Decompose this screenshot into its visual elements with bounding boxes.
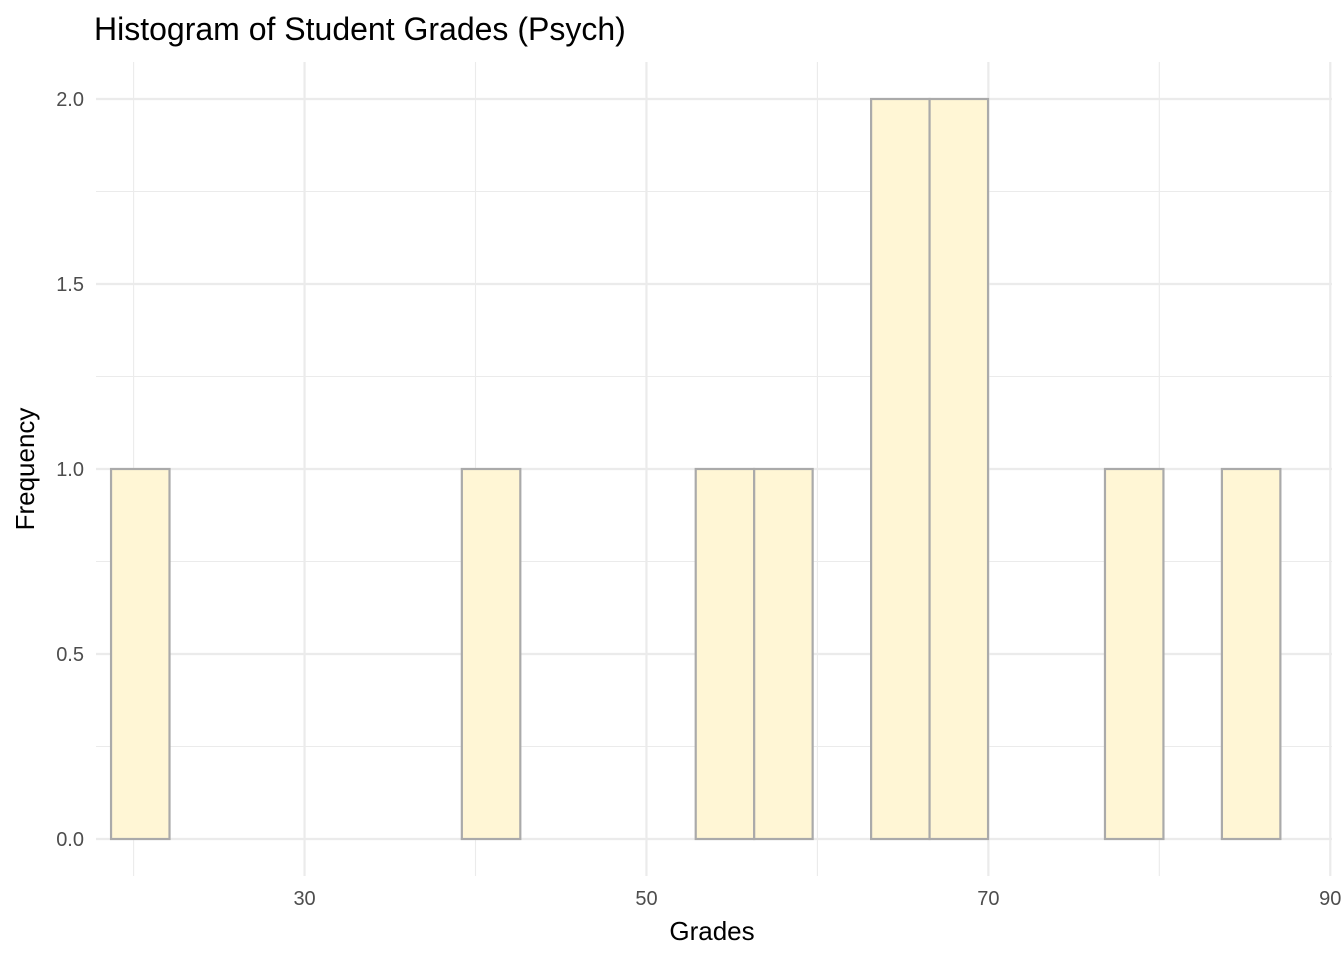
x-tick-label: 70 bbox=[977, 888, 999, 910]
histogram-bar bbox=[870, 97, 931, 841]
histogram-bar bbox=[694, 467, 756, 841]
x-tick-label: 30 bbox=[293, 888, 315, 910]
x-axis-ticks: 30 50 70 90 bbox=[293, 888, 1341, 910]
y-tick-label: 0.5 bbox=[56, 644, 84, 666]
x-axis-title: Grades bbox=[669, 916, 754, 946]
y-tick-label: 2.0 bbox=[56, 89, 84, 111]
histogram-bar bbox=[1220, 467, 1282, 841]
y-axis-title: Frequency bbox=[10, 408, 40, 531]
y-tick-label: 1.0 bbox=[56, 459, 84, 481]
chart-title: Histogram of Student Grades (Psych) bbox=[94, 11, 626, 47]
histogram-bars bbox=[109, 97, 1282, 841]
x-tick-label: 50 bbox=[635, 888, 657, 910]
histogram-bar bbox=[753, 467, 814, 841]
y-tick-label: 1.5 bbox=[56, 274, 84, 296]
y-tick-label: 0.0 bbox=[56, 829, 84, 851]
x-tick-label: 90 bbox=[1319, 888, 1341, 910]
histogram-bar bbox=[460, 467, 522, 841]
histogram-bar bbox=[1103, 467, 1165, 841]
histogram-bar bbox=[928, 97, 990, 841]
histogram-bar bbox=[109, 467, 171, 841]
y-axis-ticks: 0.0 0.5 1.0 1.5 2.0 bbox=[56, 89, 84, 851]
